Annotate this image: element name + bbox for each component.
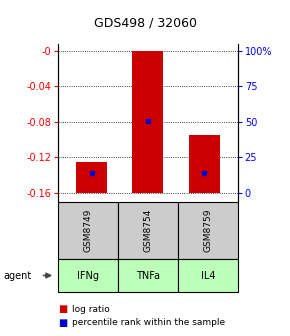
Text: log ratio: log ratio <box>72 305 110 313</box>
Text: GSM8759: GSM8759 <box>203 208 212 252</box>
Text: TNFa: TNFa <box>136 270 160 281</box>
Text: GSM8749: GSM8749 <box>84 208 93 252</box>
Text: GSM8754: GSM8754 <box>143 208 153 252</box>
Text: IL4: IL4 <box>201 270 215 281</box>
Bar <box>188 135 220 193</box>
Bar <box>76 162 107 193</box>
Text: ■: ■ <box>58 304 67 314</box>
Text: GDS498 / 32060: GDS498 / 32060 <box>93 17 197 30</box>
Text: agent: agent <box>3 270 31 281</box>
Text: ■: ■ <box>58 318 67 328</box>
Bar <box>133 51 163 193</box>
Text: IFNg: IFNg <box>77 270 99 281</box>
Text: percentile rank within the sample: percentile rank within the sample <box>72 318 226 327</box>
